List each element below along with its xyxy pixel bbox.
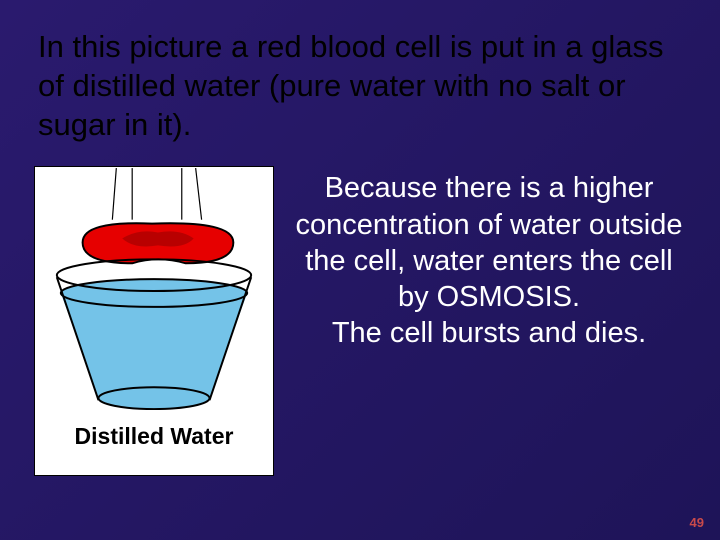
page-number: 49 <box>690 515 704 530</box>
slide-container: In this picture a red blood cell is put … <box>0 0 720 540</box>
diagram-svg <box>35 167 273 427</box>
glass-icon <box>57 260 251 410</box>
body-paragraph-2: The cell bursts and dies. <box>292 315 686 351</box>
tweezers-icon <box>112 168 201 220</box>
slide-heading: In this picture a red blood cell is put … <box>34 28 686 144</box>
figure-caption: Distilled Water <box>35 423 273 450</box>
body-text: Because there is a higher concentration … <box>292 166 686 351</box>
body-paragraph-1: Because there is a higher concentration … <box>292 170 686 315</box>
red-blood-cell-icon <box>83 224 234 264</box>
content-row: Distilled Water Because there is a highe… <box>34 166 686 476</box>
figure-box: Distilled Water <box>34 166 274 476</box>
